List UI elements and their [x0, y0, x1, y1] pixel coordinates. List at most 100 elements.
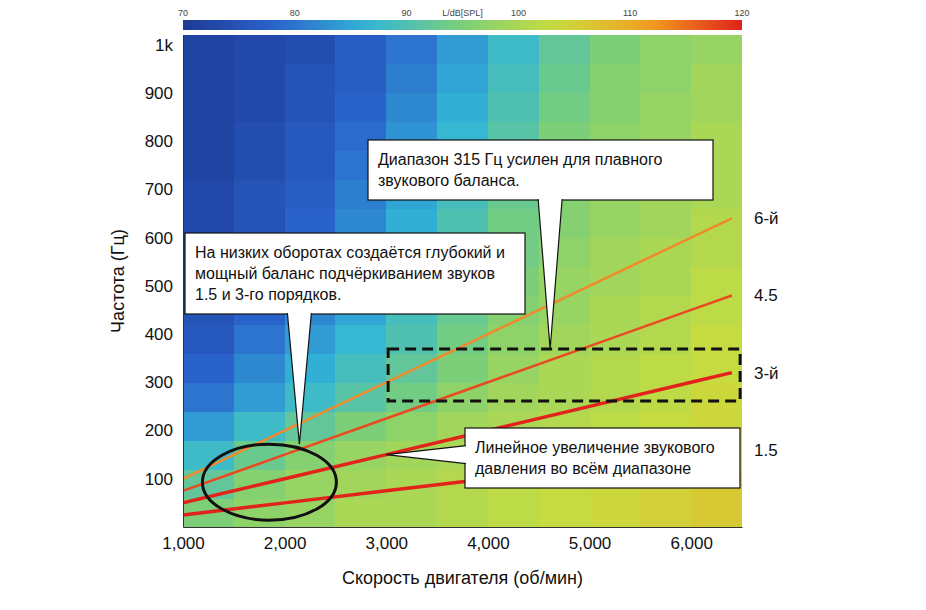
y-tick: 200	[145, 421, 183, 440]
heatmap-cell	[437, 498, 488, 527]
color-tick-label: 100	[511, 8, 526, 18]
color-bar-label: L/dB[SPL]	[442, 8, 483, 18]
heatmap-cell	[691, 498, 742, 527]
heatmap-cell	[183, 93, 234, 122]
chart: 708090100110120L/dB[SPL]1,0002,0003,0004…	[0, 0, 926, 610]
order-lines	[183, 218, 732, 515]
color-tick-label: 70	[178, 8, 188, 18]
color-tick-label: 90	[402, 8, 412, 18]
heatmap-cell	[386, 64, 437, 93]
heatmap-cell	[183, 180, 234, 209]
heatmap-cell	[640, 93, 691, 122]
heatmap-cell	[437, 93, 488, 122]
heatmap-cell	[183, 122, 234, 151]
heatmap-cell	[335, 35, 386, 64]
heatmap-cell	[539, 498, 590, 527]
y-tick: 1k	[155, 36, 183, 55]
y-tick-label: 500	[145, 277, 173, 296]
heatmap-cell	[234, 411, 285, 440]
heatmap-cell	[234, 180, 285, 209]
order-label: 1.5	[754, 441, 778, 460]
y-tick: 600	[145, 229, 183, 248]
heatmap-cell	[285, 122, 336, 151]
heatmap-cell	[590, 64, 641, 93]
heatmap-cell	[488, 35, 539, 64]
callout-pointer	[386, 446, 466, 464]
y-tick: 300	[145, 373, 183, 392]
heatmap-cell	[488, 382, 539, 411]
x-tick-label: 4,000	[467, 534, 510, 553]
callout-pointer	[287, 313, 311, 444]
order-line	[183, 295, 732, 490]
x-axis-line	[184, 527, 743, 528]
color-tick-label: 120	[734, 8, 749, 18]
heatmap-cell	[183, 324, 234, 353]
y-tick-label: 100	[145, 470, 173, 489]
heatmap-cell	[539, 93, 590, 122]
y-axis-title: Частота (Гц)	[108, 229, 128, 333]
heatmap-cell	[590, 238, 641, 267]
heatmap-cell	[183, 35, 234, 64]
callout-box	[185, 233, 525, 314]
heatmap-cell	[335, 353, 386, 382]
heatmap-cell	[183, 411, 234, 440]
y-tick: 700	[145, 180, 183, 199]
y-tick-label: 200	[145, 421, 173, 440]
x-axis-title: Скорость двигателя (об/мин)	[342, 568, 583, 588]
heatmap-cell	[183, 64, 234, 93]
heatmap-cell	[691, 382, 742, 411]
y-axis: 1002003004005006007008009001k	[145, 36, 184, 528]
heatmap-cell	[437, 64, 488, 93]
heatmap-cell	[539, 35, 590, 64]
y-tick-label: 700	[145, 180, 173, 199]
x-tick: 5,000	[569, 527, 612, 553]
highlight-ellipse	[202, 444, 336, 520]
heatmap-cell	[590, 498, 641, 527]
x-tick-label: 1,000	[162, 534, 205, 553]
heatmap-cell	[590, 209, 641, 238]
heatmap-cell	[691, 64, 742, 93]
heatmap-cell	[386, 469, 437, 498]
order-label: 6-й	[754, 209, 779, 228]
y-tick: 800	[145, 132, 183, 151]
x-tick: 4,000	[467, 527, 510, 553]
heatmap-cell	[285, 151, 336, 180]
heatmap-cell	[691, 267, 742, 296]
callout-pointer	[538, 199, 562, 349]
heatmap-cell	[640, 64, 691, 93]
x-tick-label: 5,000	[569, 534, 612, 553]
heatmap-cell	[285, 35, 336, 64]
y-tick-label: 600	[145, 229, 173, 248]
heatmap-cell	[335, 411, 386, 440]
heatmap-cell	[590, 353, 641, 382]
y-tick: 100	[145, 470, 183, 489]
heatmap-cell	[590, 35, 641, 64]
y-tick-label: 900	[145, 84, 173, 103]
heatmap-cell	[335, 64, 386, 93]
heatmap-cell	[234, 353, 285, 382]
heatmap-cell	[590, 93, 641, 122]
annotations: На низких оборотах создаётся глубокий им…	[185, 140, 740, 520]
heatmap-cell	[285, 93, 336, 122]
heatmap-cell	[640, 353, 691, 382]
color-bar	[183, 20, 742, 30]
heatmap-cell	[183, 382, 234, 411]
heatmap-cell	[640, 267, 691, 296]
x-tick-label: 2,000	[264, 534, 307, 553]
x-tick: 6,000	[670, 527, 713, 553]
heatmap-cell	[691, 35, 742, 64]
x-tick: 2,000	[264, 527, 307, 553]
heatmap-cell	[234, 324, 285, 353]
heatmap-cell	[183, 151, 234, 180]
heatmap-cell	[386, 93, 437, 122]
annotation-text: Линейное увеличение звуковогодавления во…	[475, 439, 715, 477]
heatmap-cell	[386, 498, 437, 527]
annotation-text: На низких оборотах создаётся глубокий им…	[195, 244, 505, 303]
y-tick: 900	[145, 84, 183, 103]
heatmap-cell	[691, 353, 742, 382]
highlight-box	[388, 349, 740, 401]
heatmap-cell	[539, 353, 590, 382]
heatmap-cell	[285, 180, 336, 209]
heatmap-cell	[285, 382, 336, 411]
heatmap-cell	[386, 35, 437, 64]
